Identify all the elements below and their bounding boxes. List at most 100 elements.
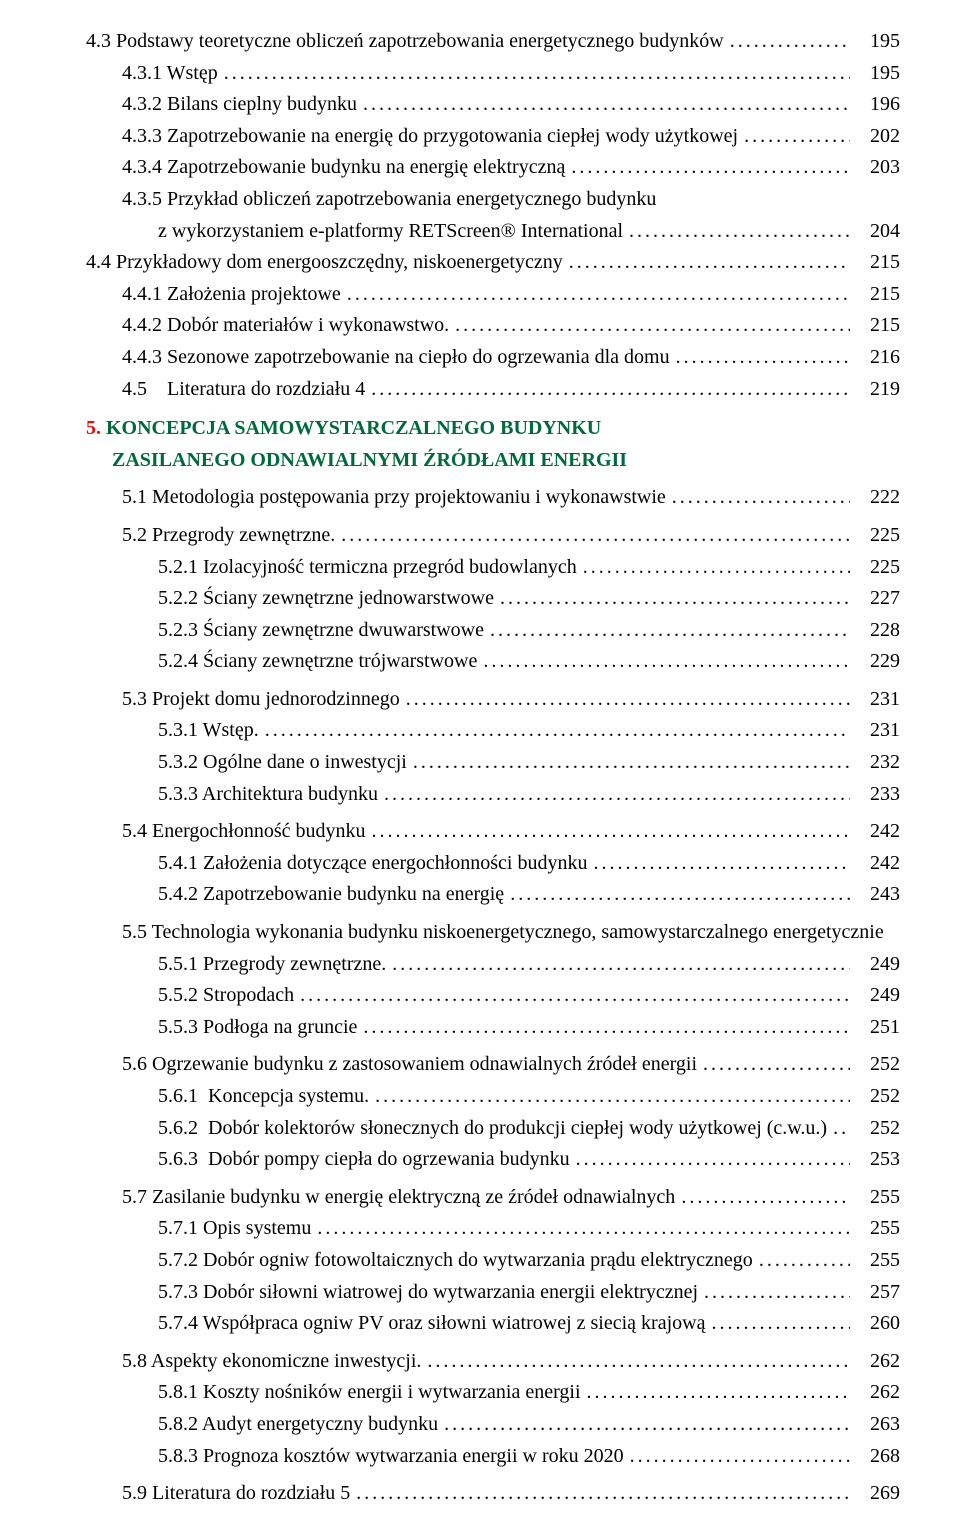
toc-label: 5.7.4 Współpraca ogniw PV oraz siłowni w…: [158, 1308, 705, 1340]
toc-label: 5.5.2 Stropodach: [158, 980, 294, 1012]
chapter-heading: 5. KONCEPCJA SAMOWYSTARCZALNEGO BUDYNKU …: [86, 413, 900, 476]
toc-label: 5.5.3 Podłoga na gruncie: [158, 1012, 357, 1044]
toc-page-number: 231: [856, 715, 900, 747]
toc-leader: [265, 715, 850, 747]
toc-label: 4.3 Podstawy teoretyczne obliczeń zapotr…: [86, 26, 724, 58]
toc-leader: [427, 1346, 850, 1378]
toc-entry: 5.8 Aspekty ekonomiczne inwestycji. 262: [86, 1346, 900, 1378]
toc-entry: 4.5 Literatura do rozdziału 4 219: [86, 374, 900, 406]
toc-leader: [363, 89, 850, 121]
toc-page-number: 196: [856, 89, 900, 121]
toc-page-number: 253: [856, 1144, 900, 1176]
toc-leader: [593, 848, 850, 880]
toc-label: 5.4.2 Zapotrzebowanie budynku na energię: [158, 879, 504, 911]
toc-entry: 5.5 Technologia wykonania budynku niskoe…: [86, 917, 900, 949]
toc-entry: 4.3.2 Bilans cieplny budynku 196: [86, 89, 900, 121]
toc-label: 5.4 Energochłonność budynku: [122, 816, 366, 848]
toc-label: 4.4 Przykładowy dom energooszczędny, nis…: [86, 247, 563, 279]
toc-page-number: 262: [856, 1377, 900, 1409]
toc-entry: 5.6 Ogrzewanie budynku z zastosowaniem o…: [86, 1049, 900, 1081]
toc-label: 5.6.2 Dobór kolektorów słonecznych do pr…: [158, 1113, 827, 1145]
toc-leader: [413, 747, 850, 779]
toc-label: 4.4.1 Założenia projektowe: [122, 279, 341, 311]
toc-label: 5.7.3 Dobór siłowni wiatrowej do wytwarz…: [158, 1277, 698, 1309]
toc-label: 5.5 Technologia wykonania budynku niskoe…: [122, 917, 884, 949]
toc-entry: 5.3 Projekt domu jednorodzinnego 231: [86, 684, 900, 716]
toc-leader: [569, 247, 850, 279]
toc-leader: [583, 552, 850, 584]
toc-leader: [224, 58, 850, 90]
toc-leader: [744, 121, 850, 153]
toc-page-number: 233: [856, 779, 900, 811]
toc-label: 5.3 Projekt domu jednorodzinnego: [122, 684, 400, 716]
toc-page-number: 195: [856, 26, 900, 58]
toc-page-number: 219: [856, 374, 900, 406]
toc-entry: 5.5.1 Przegrody zewnętrzne. 249: [86, 949, 900, 981]
toc-entry: 4.3.4 Zapotrzebowanie budynku na energię…: [86, 152, 900, 184]
toc-label: 5.8.3 Prognoza kosztów wytwarzania energ…: [158, 1441, 624, 1473]
toc-label: 5.2.1 Izolacyjność termiczna przegród bu…: [158, 552, 577, 584]
toc-label: 5.1 Metodologia postępowania przy projek…: [122, 482, 666, 514]
toc-leader: [703, 1049, 850, 1081]
toc-leader: [371, 374, 850, 406]
toc-label: 5.2 Przegrody zewnętrzne.: [122, 520, 335, 552]
toc-entry: 5.9 Literatura do rozdziału 5 269: [86, 1478, 900, 1510]
toc-leader: [629, 216, 850, 248]
toc-entry: 5.4 Energochłonność budynku 242: [86, 816, 900, 848]
toc-leader: [363, 1012, 850, 1044]
toc-page-number: 242: [856, 816, 900, 848]
toc-label: 4.3.3 Zapotrzebowanie na energię do przy…: [122, 121, 738, 153]
toc-entry: 5.3.1 Wstęp. 231: [86, 715, 900, 747]
toc-entry: 5.8.3 Prognoza kosztów wytwarzania energ…: [86, 1441, 900, 1473]
toc-label: 4.3.4 Zapotrzebowanie budynku na energię…: [122, 152, 565, 184]
toc-page-number: 225: [856, 520, 900, 552]
toc-page-number: 249: [856, 949, 900, 981]
toc-entry: 5.7 Zasilanie budynku w energię elektryc…: [86, 1182, 900, 1214]
toc-page-number: 243: [856, 879, 900, 911]
toc-entry: 5.8.2 Audyt energetyczny budynku 263: [86, 1409, 900, 1441]
toc-entry: 5.2.3 Ściany zewnętrzne dwuwarstwowe 228: [86, 615, 900, 647]
toc-entry: 5.7.4 Współpraca ogniw PV oraz siłowni w…: [86, 1308, 900, 1340]
toc-label: 5.6.3 Dobór pompy ciepła do ogrzewania b…: [158, 1144, 570, 1176]
toc-leader: [833, 1113, 850, 1145]
toc-leader: [455, 310, 850, 342]
toc-entry: 5.7.1 Opis systemu 255: [86, 1213, 900, 1245]
toc-page-number: 252: [856, 1049, 900, 1081]
toc-entry: 5.8.1 Koszty nośników energii i wytwarza…: [86, 1377, 900, 1409]
toc-entry: 5.6.2 Dobór kolektorów słonecznych do pr…: [86, 1113, 900, 1145]
toc-label: z wykorzystaniem e-platformy RETScreen® …: [158, 216, 623, 248]
toc-label: 5.8.2 Audyt energetyczny budynku: [158, 1409, 438, 1441]
toc-label: 5.5.1 Przegrody zewnętrzne.: [158, 949, 386, 981]
toc-label: 5.3.3 Architektura budynku: [158, 779, 378, 811]
toc-page-number: 268: [856, 1441, 900, 1473]
toc-leader: [341, 520, 850, 552]
toc-leader: [576, 1144, 850, 1176]
toc-page-number: 269: [856, 1478, 900, 1510]
toc-page-number: 215: [856, 310, 900, 342]
toc-entry: 4.4.2 Dobór materiałów i wykonawstwo. 21…: [86, 310, 900, 342]
toc-label: 5.8 Aspekty ekonomiczne inwestycji.: [122, 1346, 421, 1378]
toc-label: 5.2.2 Ściany zewnętrzne jednowarstwowe: [158, 583, 494, 615]
toc-leader: [704, 1277, 850, 1309]
toc-page-number: 255: [856, 1182, 900, 1214]
toc-label: 5.6.1 Koncepcja systemu.: [158, 1081, 369, 1113]
toc-label: 5.3.1 Wstęp.: [158, 715, 259, 747]
toc-page-number: 252: [856, 1081, 900, 1113]
toc-leader: [375, 1081, 850, 1113]
toc-entry: 5.4.2 Zapotrzebowanie budynku na energię…: [86, 879, 900, 911]
toc-entry: 4.4.1 Założenia projektowe 215: [86, 279, 900, 311]
toc-entry-continuation: z wykorzystaniem e-platformy RETScreen® …: [86, 216, 900, 248]
toc-label: 5.7.1 Opis systemu: [158, 1213, 311, 1245]
toc-leader: [500, 583, 850, 615]
toc-leader: [730, 26, 850, 58]
toc-label: 4.3.5 Przykład obliczeń zapotrzebowania …: [122, 184, 656, 216]
chapter-title-line1: KONCEPCJA SAMOWYSTARCZALNEGO BUDYNKU: [101, 417, 601, 439]
toc-entry: 4.3 Podstawy teoretyczne obliczeń zapotr…: [86, 26, 900, 58]
toc-page-number: 222: [856, 482, 900, 514]
toc-leader: [676, 342, 850, 374]
toc-label: 4.3.1 Wstęp: [122, 58, 218, 90]
toc-leader: [372, 816, 851, 848]
toc-leader: [490, 615, 850, 647]
toc-label: 4.3.2 Bilans cieplny budynku: [122, 89, 357, 121]
toc-page-number: 195: [856, 58, 900, 90]
